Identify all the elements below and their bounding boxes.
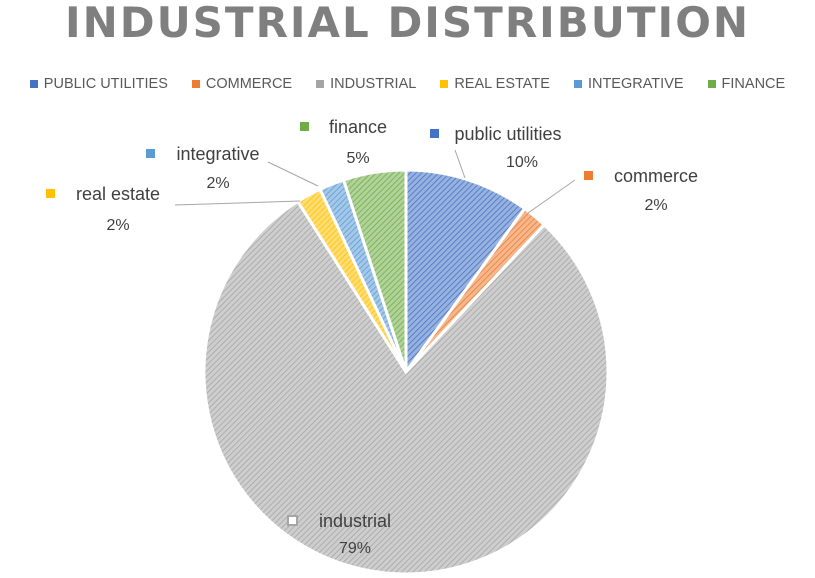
slice-pct-label: 2% xyxy=(206,175,229,192)
pie-slices xyxy=(202,168,610,576)
slice-name-label: integrative xyxy=(176,144,259,164)
leader-lines xyxy=(174,149,576,214)
pie-slice-finance xyxy=(341,168,408,373)
label-swatch xyxy=(46,189,55,198)
label-swatch xyxy=(287,515,298,526)
legend-swatch xyxy=(440,80,449,88)
legend-swatch xyxy=(29,80,38,88)
label-swatch xyxy=(584,171,593,180)
legend-swatch xyxy=(316,80,325,88)
slice-pct-label: 79% xyxy=(339,540,371,557)
slice-name-label: finance xyxy=(329,117,387,137)
leader-line xyxy=(267,161,319,187)
leader-line xyxy=(174,200,301,206)
slice-pct-label: 2% xyxy=(644,197,667,214)
slice-name-label: real estate xyxy=(76,184,160,204)
legend-item-industrial: INDUSTRIAL xyxy=(316,76,416,92)
legend-label: INTEGRATIVE xyxy=(587,76,684,92)
label-swatch xyxy=(300,122,309,131)
legend-label: FINANCE xyxy=(721,76,786,92)
leader-line xyxy=(454,149,466,179)
legend-item-finance: FINANCE xyxy=(707,76,786,92)
legend-item-commerce: COMMERCE xyxy=(191,76,293,92)
legend-item-public-utilities: PUBLIC UTILITIES xyxy=(29,76,168,92)
legend-item-integrative: INTEGRATIVE xyxy=(573,76,684,92)
legend-swatch xyxy=(573,80,582,88)
leader-line xyxy=(527,179,576,214)
chart-legend: PUBLIC UTILITIES COMMERCE INDUSTRIAL REA… xyxy=(0,76,815,92)
slice-pct-label: 5% xyxy=(346,150,369,167)
slice-name-label: public utilities xyxy=(454,124,561,144)
label-swatch xyxy=(430,129,439,138)
slice-name-label: commerce xyxy=(614,166,698,186)
slice-pct-label: 10% xyxy=(506,154,538,171)
slice-labels: public utilities 10% commerce 2% industrial 7… xyxy=(46,117,698,557)
legend-swatch xyxy=(707,80,716,88)
legend-label: COMMERCE xyxy=(205,76,293,92)
legend-item-real-estate: REAL ESTATE xyxy=(440,76,550,92)
legend-swatch xyxy=(191,80,200,88)
slice-pct-label: 2% xyxy=(106,217,129,234)
legend-label: INDUSTRIAL xyxy=(330,76,417,92)
chart-title: INDUSTRIAL DISTRIBUTION xyxy=(64,0,751,47)
legend-label: REAL ESTATE xyxy=(454,76,550,92)
legend-label: PUBLIC UTILITIES xyxy=(43,76,168,92)
label-swatch xyxy=(146,149,155,158)
pie-slice-industrial xyxy=(202,199,610,576)
slice-name-label: industrial xyxy=(319,511,391,531)
pie-slice-public-utilities xyxy=(404,168,527,377)
